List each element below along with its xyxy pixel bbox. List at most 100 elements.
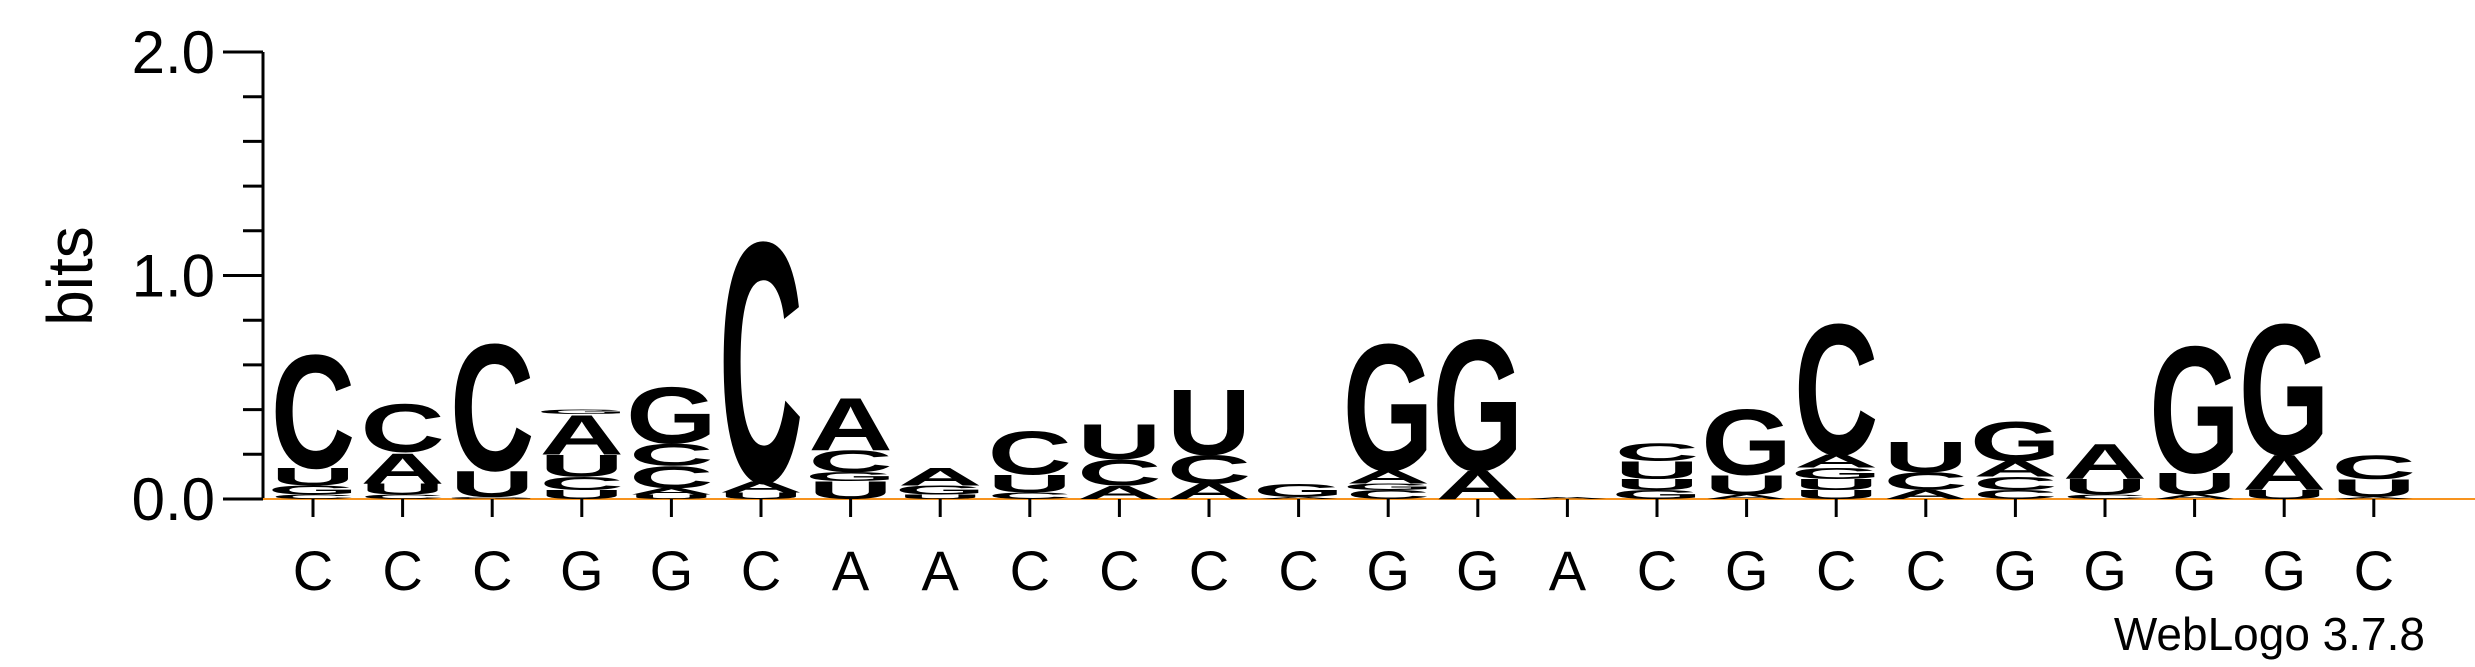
logo-letter-A: A <box>2242 446 2326 502</box>
logo-letter-G: G <box>1432 302 1523 511</box>
logo-letter-C: C <box>1167 447 1251 493</box>
logo-letter-C: C <box>1973 473 2057 494</box>
x-tick-label: G <box>2083 539 2127 602</box>
logo-letter-A: A <box>2152 493 2236 500</box>
logo-letter-A: A <box>2063 434 2147 490</box>
logo-letter-U: U <box>540 449 624 484</box>
logo-letter-G: G <box>1612 488 1703 502</box>
y-tick-label: 0.0 <box>132 466 215 533</box>
x-tick-label: A <box>832 539 870 602</box>
logo-letter-A: A <box>1346 466 1430 487</box>
x-tick-label: A <box>1549 539 1587 602</box>
weblogo-credit: WebLogo 3.7.8 <box>2114 608 2425 660</box>
x-tick-label: C <box>293 539 333 602</box>
logo-letter-C: C <box>1346 488 1430 502</box>
logo-letter-A: A <box>719 478 803 495</box>
logo-letter-C: C <box>808 444 892 479</box>
logo-letter-A: A <box>1884 488 1968 502</box>
x-tick-label: C <box>1189 539 1229 602</box>
x-tick-label: G <box>650 539 694 602</box>
x-tick-label: C <box>382 539 422 602</box>
x-tick-label: C <box>1906 539 1946 602</box>
logo-letter-A: A <box>360 444 444 493</box>
x-tick-label: C <box>1816 539 1856 602</box>
logo-letter-G: G <box>626 370 717 460</box>
x-tick-label: G <box>560 539 604 602</box>
logo-letter-U: U <box>360 480 444 497</box>
x-tick-label: C <box>1278 539 1318 602</box>
logo-letter-U: U <box>1794 476 1878 493</box>
logo-letter-A: A <box>1525 496 1609 499</box>
logo-letter-G: G <box>536 408 627 415</box>
logo-letter-G: G <box>805 470 896 484</box>
logo-letter-A: A <box>808 382 892 466</box>
logo-letter-A: A <box>2332 496 2416 499</box>
logo-letter-A: A <box>1794 451 1878 472</box>
logo-letter-C: C <box>360 493 444 500</box>
logo-letter-U: U <box>1794 488 1878 502</box>
y-ticks: 0.0 1.0 2.0 <box>132 19 263 533</box>
logo-letter-A: A <box>1256 496 1340 499</box>
x-tick-label: C <box>1010 539 1050 602</box>
x-tick-label: A <box>922 539 960 602</box>
logo-letter-U: U <box>1167 370 1251 474</box>
logo-letter-C: C <box>540 473 624 494</box>
logo-letter-A: A <box>1973 457 2057 481</box>
logo-letter-C: C <box>1794 286 1878 495</box>
logo-letter-A: A <box>629 486 713 497</box>
y-tick-label: 1.0 <box>132 243 215 310</box>
logo-letter-U: U <box>988 470 1072 498</box>
logo-letter-U: U <box>1884 432 1968 481</box>
x-tick-label: G <box>2262 539 2306 602</box>
logo-letter-U: U <box>2152 467 2236 502</box>
logo-letter-G: G <box>1970 411 2061 474</box>
logo-letter-U: U <box>2332 474 2416 502</box>
logo-letter-U: U <box>1615 456 1699 484</box>
logo-letter-C: C <box>271 321 355 502</box>
logo-letter-C: C <box>1077 452 1161 494</box>
logo-letter-C: C <box>629 460 713 495</box>
logo-letter-C: C <box>2063 493 2147 500</box>
logo-letter-C: C <box>719 172 803 555</box>
logo-letter-C: C <box>988 491 1072 502</box>
x-tick-label: C <box>1099 539 1139 602</box>
logo-letter-C: C <box>988 418 1072 488</box>
logo-letter-U: U <box>898 493 982 500</box>
logo-letter-C: C <box>1615 439 1699 467</box>
logo-letter-U: U <box>1615 476 1699 493</box>
x-tick-label: C <box>2354 539 2394 602</box>
x-tick-label: C <box>472 539 512 602</box>
logo-letter-A: A <box>1704 493 1788 500</box>
logo-letter-C: C <box>2332 448 2416 486</box>
logo-letter-G: G <box>1343 307 1434 509</box>
logo-letter-U: U <box>540 488 624 502</box>
x-tick-label: G <box>1456 539 1500 602</box>
logo-letter-G: G <box>447 496 538 499</box>
logo-letter-U: U <box>450 463 534 505</box>
logo-letter-A: A <box>540 404 624 467</box>
y-axis-label: bits <box>34 226 106 326</box>
x-tick-label: G <box>1366 539 1410 602</box>
logo-letter-A: A <box>898 463 982 491</box>
logo-letter-G: G <box>1253 480 1344 501</box>
logo-letter-G: G <box>895 483 986 497</box>
logo-letter-G: G <box>2239 286 2330 495</box>
logo-letter-G: G <box>1343 482 1434 493</box>
y-tick-label: 2.0 <box>132 19 215 86</box>
logo-letter-C: C <box>1884 468 1968 496</box>
logo-letter-G: G <box>1701 390 1792 494</box>
logo-letter-U: U <box>2242 488 2326 502</box>
logo-letter-C: C <box>360 390 444 467</box>
logo-letter-U: U <box>271 463 355 491</box>
logo-letter-C: C <box>1973 488 2057 502</box>
logo-letter-C: C <box>450 307 534 509</box>
logo-letter-C: C <box>271 493 355 500</box>
x-tick-label: C <box>1637 539 1677 602</box>
logo-letter-G: G <box>268 483 359 497</box>
logo-letter-U: U <box>719 491 803 502</box>
x-tick-label: G <box>2173 539 2217 602</box>
logo-letter-U: U <box>2063 475 2147 499</box>
logo-letter-U: U <box>1704 469 1788 500</box>
